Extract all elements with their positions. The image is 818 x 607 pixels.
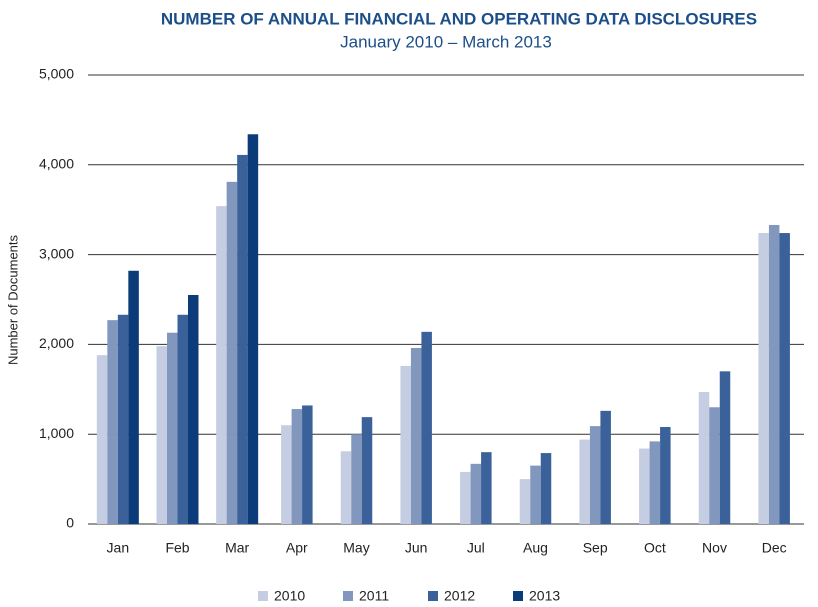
bar: [281, 425, 292, 524]
x-tick-label: Apr: [286, 540, 308, 556]
bar: [156, 346, 167, 524]
y-tick-label: 2,000: [39, 335, 74, 351]
bar: [107, 320, 118, 524]
bar: [117, 314, 129, 524]
x-tick-label: Jan: [107, 540, 130, 556]
bar: [226, 181, 238, 524]
bar: [216, 206, 227, 524]
legend-swatch: [343, 591, 353, 601]
bar: [540, 453, 552, 524]
bar: [719, 371, 731, 524]
bar: [96, 355, 108, 524]
bar: [237, 154, 248, 524]
legend-label: 2013: [529, 588, 560, 602]
x-tick-label: Jul: [467, 540, 485, 556]
bar: [177, 314, 188, 524]
bar: [768, 224, 780, 524]
bar: [530, 465, 541, 524]
bar: [470, 463, 482, 524]
chart-title: NUMBER OF ANNUAL FINANCIAL AND OPERATING…: [161, 9, 757, 28]
bar: [410, 347, 422, 524]
x-tick-label: Aug: [523, 540, 548, 556]
bar: [460, 471, 471, 524]
y-axis-label: Number of Documents: [5, 234, 20, 365]
bar: [188, 295, 199, 524]
x-tick-label: Jun: [405, 540, 428, 556]
y-tick-label: 1,000: [39, 425, 74, 441]
y-tick-label: 5,000: [39, 66, 74, 82]
bar: [660, 427, 671, 524]
bar: [649, 441, 661, 524]
bar: [519, 479, 531, 524]
x-tick-label: May: [343, 540, 369, 556]
bar: [340, 451, 352, 524]
y-tick-label: 4,000: [39, 156, 74, 172]
bar: [302, 405, 313, 524]
x-tick-label: Feb: [165, 540, 189, 556]
bar: [351, 434, 362, 524]
legend-swatch: [258, 591, 268, 601]
bar: [361, 417, 373, 524]
chart-subtitle: January 2010 – March 2013: [340, 32, 552, 51]
bar: [709, 407, 720, 524]
bar: [481, 452, 492, 524]
x-tick-label: Oct: [644, 540, 666, 556]
bar: [639, 448, 650, 524]
bar: [589, 426, 601, 524]
bar: [600, 410, 611, 524]
bar: [167, 332, 178, 524]
bar: [779, 233, 790, 524]
x-tick-label: Sep: [583, 540, 608, 556]
y-tick-label: 3,000: [39, 245, 74, 261]
legend-label: 2011: [359, 588, 389, 602]
y-tick-label: 0: [66, 515, 74, 531]
legend-label: 2012: [444, 588, 475, 602]
bar: [421, 331, 432, 524]
x-tick-label: Dec: [762, 540, 787, 556]
bar: [291, 409, 303, 524]
x-tick-label: Mar: [225, 540, 249, 556]
bar: [758, 233, 769, 524]
bar: [579, 439, 590, 524]
bar: [400, 365, 411, 524]
bar: [698, 391, 710, 524]
legend-swatch: [513, 591, 523, 601]
bar: [128, 270, 139, 524]
legend-label: 2010: [274, 588, 305, 602]
legend-swatch: [428, 591, 438, 601]
x-tick-label: Nov: [702, 540, 727, 556]
bar: [247, 134, 259, 524]
